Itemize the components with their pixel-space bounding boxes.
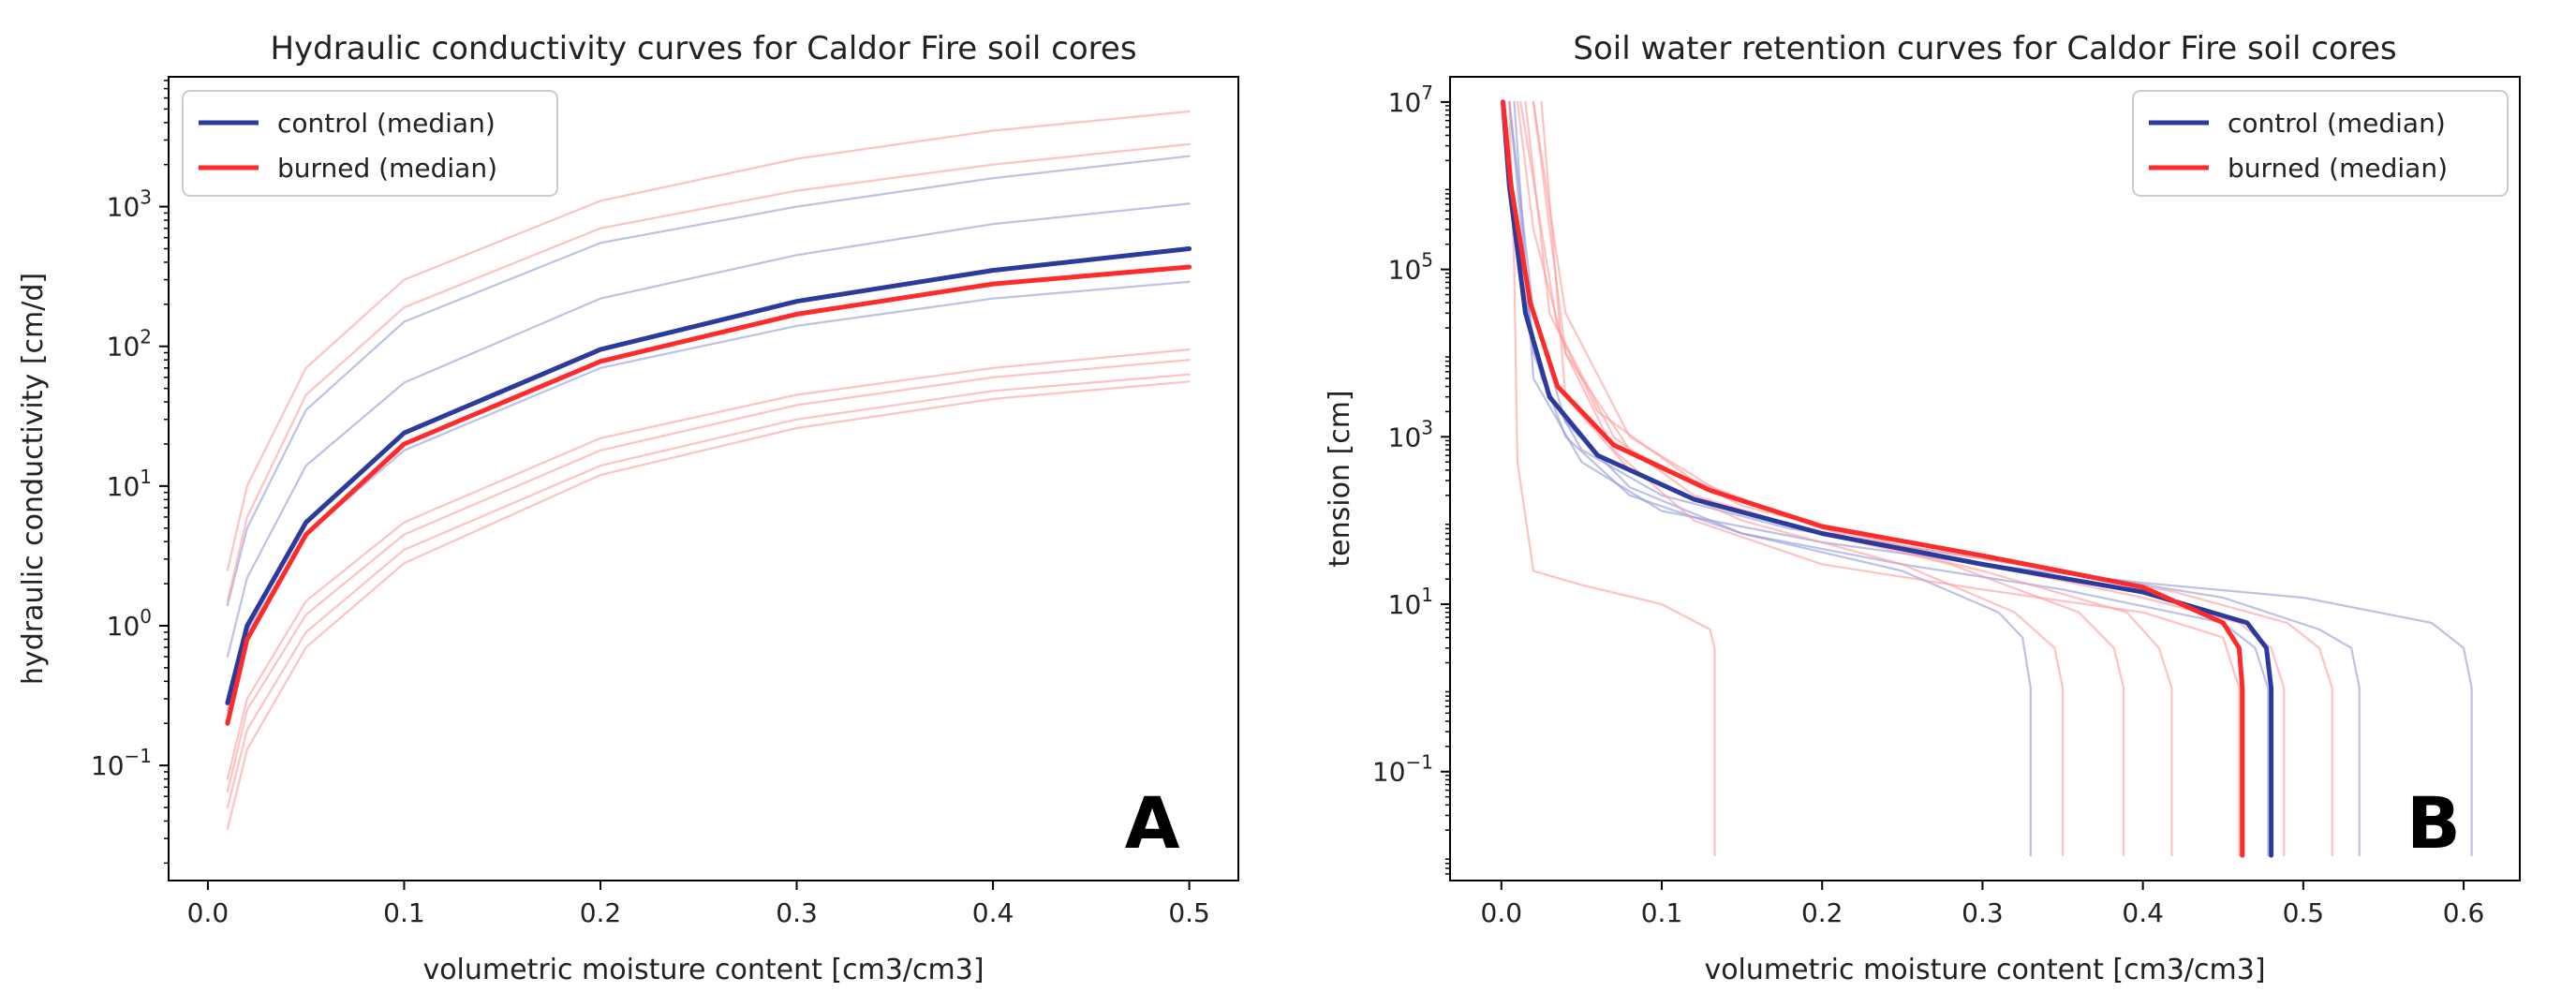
panel-a-x-tick-label: 0.2 [580, 897, 622, 928]
panel-a-x-tick-label: 0.0 [187, 897, 229, 928]
panel-a-series-burned-core-6 [226, 380, 1191, 831]
panel-a-series-layer [225, 110, 1192, 831]
panel-a-legend-burned-label: burned (median) [277, 153, 497, 184]
panel-a-y-tick-label: 102 [107, 326, 152, 363]
panel-a-series-control-median- [225, 246, 1192, 705]
panel-b-x-tick-label: 0.4 [2122, 897, 2164, 928]
panel-b-y-tick-label: 103 [1388, 416, 1433, 452]
panel-a-x-tick-label: 0.1 [383, 897, 425, 928]
panel-a-series-burned-core-3 [226, 348, 1191, 780]
panel-b-y-label: tension [cm] [1324, 390, 1356, 567]
panel-a-legend-control-label: control (median) [277, 108, 496, 139]
panel-a-y-axis: 10−1 100 101 102 103 [91, 80, 169, 865]
panel-a-series-burned-core-2 [226, 142, 1191, 602]
panel-a-letter: A [1125, 781, 1180, 865]
panel-b: Soil water retention curves for Caldor F… [1324, 30, 2521, 986]
panel-a-series-burned-median- [225, 264, 1192, 726]
panel-a-y-tick-label: 100 [107, 605, 152, 642]
panel-a-series-burned-core-1 [226, 110, 1191, 571]
panel-a-title: Hydraulic conductivity curves for Caldor… [270, 30, 1136, 67]
panel-b-series-burned-median- [1501, 99, 2245, 858]
panel-a: Hydraulic conductivity curves for Caldor… [17, 30, 1239, 986]
panel-b-letter: B [2406, 781, 2461, 865]
panel-b-y-tick-label: 101 [1388, 584, 1433, 620]
panel-b-series-burned-core-4 [1532, 100, 2173, 857]
panel-b-series-burned-core-1 [1508, 100, 1716, 857]
panel-b-series-layer [1501, 99, 2473, 858]
panel-a-y-tick-label: 101 [107, 466, 152, 502]
panel-b-series-control-median- [1501, 99, 2274, 858]
panel-a-series-control-core-2 [226, 202, 1191, 659]
panel-b-series-burned-core-2 [1540, 100, 2065, 857]
panel-b-legend-box [2132, 90, 2509, 197]
panel-b-x-tick-label: 0.3 [1962, 897, 2004, 928]
panel-a-y-tick-label: 103 [107, 186, 152, 223]
panel-b-x-axis: 0.0 0.1 0.2 0.3 0.4 0.5 0.6 [1481, 881, 2485, 928]
panel-b-frame [1449, 76, 2521, 881]
panel-a-y-tick-label: 10−1 [91, 745, 152, 781]
panel-b-legend-control-label: control (median) [2228, 108, 2446, 139]
panel-a-frame [168, 76, 1239, 881]
panel-a-x-tick-label: 0.4 [972, 897, 1014, 928]
panel-b-series-burned-core-7 [1516, 100, 2241, 857]
panel-b-legend-burned-label: burned (median) [2228, 153, 2448, 184]
panel-a-legend-box [182, 90, 558, 197]
panel-a-x-tick-label: 0.5 [1168, 897, 1210, 928]
panel-b-x-label: volumetric moisture content [cm3/cm3] [1704, 954, 2265, 986]
panel-a-y-label: hydraulic conductivity [cm/d] [17, 273, 50, 685]
panel-b-y-tick-label: 105 [1388, 249, 1433, 286]
panel-a-series-burned-core-5 [226, 373, 1191, 809]
panel-b-x-tick-label: 0.5 [2283, 897, 2325, 928]
panel-b-x-tick-label: 0.6 [2443, 897, 2485, 928]
panel-a-x-label: volumetric moisture content [cm3/cm3] [422, 954, 984, 986]
panel-a-legend: control (median) burned (median) [182, 90, 558, 197]
panel-a-x-axis: 0.0 0.1 0.2 0.3 0.4 0.5 [187, 881, 1210, 928]
panel-b-legend: control (median) burned (median) [2132, 90, 2509, 197]
panel-b-x-tick-label: 0.2 [1801, 897, 1843, 928]
panel-a-series-control-core-3 [226, 280, 1191, 711]
panel-b-y-axis: 10−1 101 103 105 107 [1372, 81, 1450, 875]
panel-b-y-tick-label: 10−1 [1372, 751, 1433, 788]
panel-b-title: Soil water retention curves for Caldor F… [1573, 30, 2396, 67]
panel-b-x-tick-label: 0.0 [1481, 897, 1523, 928]
panel-a-series-burned-core-4 [226, 359, 1191, 793]
panel-b-x-tick-label: 0.1 [1641, 897, 1683, 928]
panel-a-series-control-core-1 [226, 155, 1191, 607]
panel-b-y-tick-label: 107 [1388, 81, 1433, 118]
panel-a-x-tick-label: 0.3 [776, 897, 818, 928]
